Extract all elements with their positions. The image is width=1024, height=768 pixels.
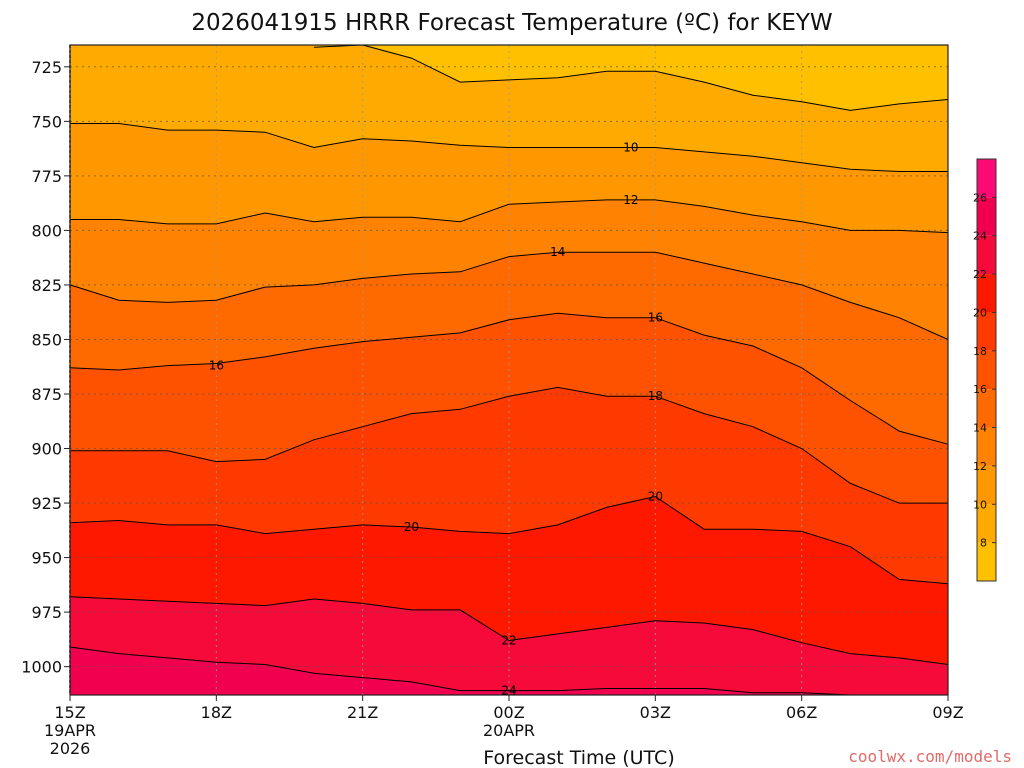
colorbar-tick-label: 8 xyxy=(980,537,987,550)
contour-line-18 xyxy=(70,386,948,504)
contour-label: 12 xyxy=(623,193,638,207)
x-axis-label: Forecast Time (UTC) xyxy=(483,747,674,768)
colorbar-tick-label: 10 xyxy=(973,498,987,511)
colorbar-tick-label: 12 xyxy=(973,460,987,473)
contour-label: 14 xyxy=(550,245,565,259)
x-tick-label: 00Z xyxy=(493,703,524,722)
x-tick-label: 21Z xyxy=(347,703,378,722)
y-tick-label: 900 xyxy=(31,440,62,459)
credit-link[interactable]: coolwx.com/models xyxy=(848,747,1012,766)
contour-label: 16 xyxy=(648,311,663,325)
contour-line-8 xyxy=(313,44,949,111)
colorbar-tick-label: 24 xyxy=(973,230,987,243)
colorbar-segment xyxy=(977,197,996,236)
colorbar-segment xyxy=(977,504,996,543)
y-tick-label: 775 xyxy=(31,167,62,186)
contour-label: 20 xyxy=(648,490,663,504)
x-tick-label: 06Z xyxy=(786,703,817,722)
y-tick-label: 800 xyxy=(31,221,62,240)
colorbar-tick-label: 26 xyxy=(973,191,987,204)
plot-area: 10 12 14 16 16 18 20 20 22 24 xyxy=(69,44,949,698)
colorbar-tick-label: 20 xyxy=(973,306,987,319)
contour-line-16 xyxy=(69,312,949,445)
x-tick-date: 19APR xyxy=(44,721,96,740)
colorbar-segment xyxy=(977,389,996,428)
contour-line-10 xyxy=(70,123,948,172)
y-tick-label: 725 xyxy=(31,58,62,77)
colorbar-segment xyxy=(977,235,996,275)
x-tick-label: 09Z xyxy=(932,703,963,722)
contour-label: 18 xyxy=(648,389,663,403)
contour-line-20 xyxy=(69,495,949,585)
y-tick-label: 950 xyxy=(31,549,62,568)
colorbar-segment xyxy=(977,427,996,466)
contour-label: 10 xyxy=(623,141,638,155)
colorbar-frame xyxy=(976,158,997,582)
y-tick-label: 850 xyxy=(31,330,62,349)
contour-line-14 xyxy=(69,251,949,340)
band-above-20 xyxy=(70,45,948,695)
contour-label: 20 xyxy=(404,520,419,534)
y-tick-label: 825 xyxy=(31,276,62,295)
x-tick-label: 18Z xyxy=(201,703,232,722)
colorbar-segment xyxy=(977,274,996,313)
y-tick-label: 1000 xyxy=(21,658,62,677)
colorbar-segment xyxy=(977,465,996,505)
contour-line-24 xyxy=(69,646,948,696)
contour-label: 24 xyxy=(501,684,516,698)
colorbar: 8 10 12 14 16 18 20 22 24 26 xyxy=(973,158,997,582)
colorbar-tick-label: 22 xyxy=(973,268,987,281)
colorbar-tick-label: 18 xyxy=(973,345,987,358)
contour-line-22 xyxy=(69,596,949,665)
y-tick-label: 875 xyxy=(31,385,62,404)
y-tick-label: 925 xyxy=(31,494,62,513)
band-above-22 xyxy=(70,45,948,695)
y-tick-label: 750 xyxy=(31,112,62,131)
axes: 725 750 775 800 825 850 875 900 925 950 975 1000 15Z… xyxy=(21,44,964,768)
colorbar-tick-label: 16 xyxy=(973,383,987,396)
colorbar-segment xyxy=(977,350,996,390)
colorbar-tick-label: 14 xyxy=(973,422,987,435)
chart-title: 2026041915 HRRR Forecast Temperature (ºC… xyxy=(191,10,832,36)
x-tick-year: 2026 xyxy=(50,739,91,758)
contour-label: 16 xyxy=(209,359,224,373)
colorbar-segment xyxy=(977,542,996,581)
x-tick-date: 20APR xyxy=(483,721,535,740)
x-tick-label: 15Z xyxy=(54,703,85,722)
contour-label: 22 xyxy=(501,633,516,647)
x-tick-label: 03Z xyxy=(640,703,671,722)
y-tick-label: 975 xyxy=(31,603,62,622)
colorbar-segment xyxy=(977,312,996,351)
colorbar-segment xyxy=(977,159,996,198)
contour-line-12 xyxy=(70,199,949,234)
